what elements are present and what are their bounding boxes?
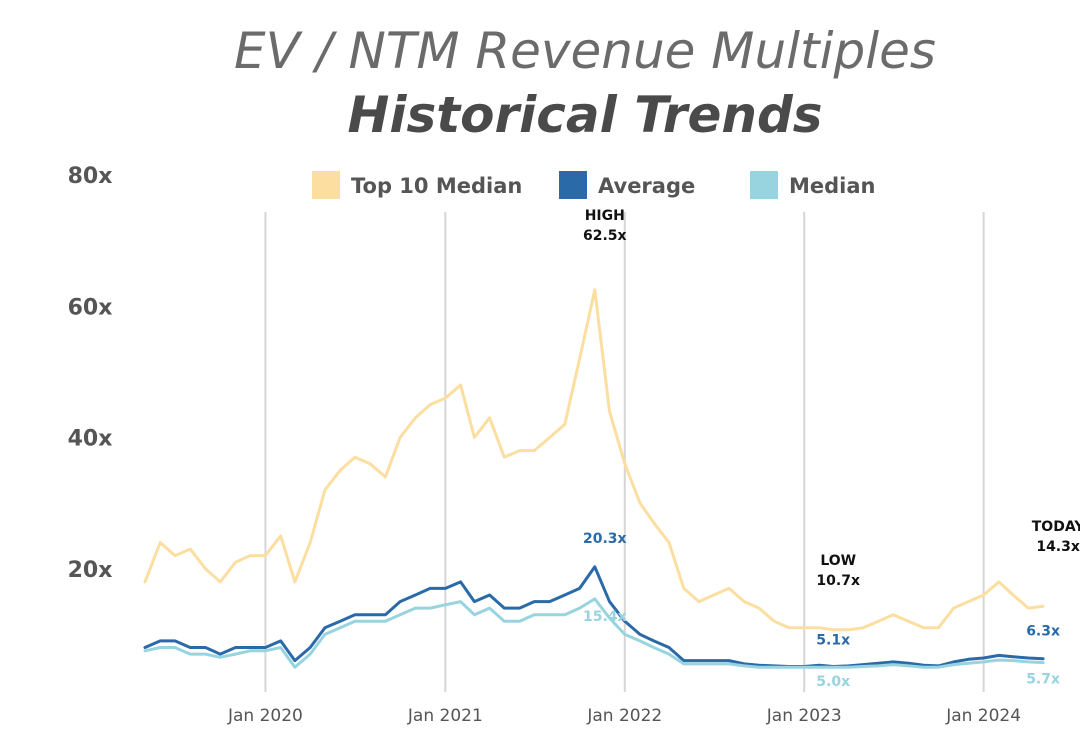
annotation-label: TODAY bbox=[1032, 519, 1080, 535]
x-gridlines bbox=[264, 212, 985, 692]
legend-label: Top 10 Median bbox=[351, 174, 522, 198]
y-tick-label: 40x bbox=[68, 427, 113, 452]
annotation-label: LOW bbox=[820, 553, 856, 569]
x-tick-label: Jan 2021 bbox=[407, 706, 483, 726]
annotation-label: 10.7x bbox=[816, 573, 860, 589]
annotation-label: 14.3x bbox=[1036, 539, 1080, 555]
x-tick-label: Jan 2022 bbox=[586, 706, 662, 726]
y-tick-label: 80x bbox=[68, 164, 113, 189]
chart-subtitle: Historical Trends bbox=[347, 86, 822, 144]
annotation-label: 15.4x bbox=[583, 609, 627, 625]
legend-label: Median bbox=[789, 174, 876, 198]
annotation-label: 5.7x bbox=[1026, 672, 1060, 688]
y-tick-label: 60x bbox=[68, 295, 113, 320]
legend-item-average: Average bbox=[559, 171, 695, 199]
annotation-label: HIGH bbox=[585, 208, 625, 224]
annotation-label: 5.0x bbox=[816, 674, 850, 690]
legend: Top 10 Median Average Median bbox=[312, 171, 876, 199]
annotation-label: 5.1x bbox=[816, 633, 850, 649]
y-tick-label: 20x bbox=[68, 558, 113, 583]
x-tick-label: Jan 2023 bbox=[766, 706, 842, 726]
series-line-median bbox=[143, 597, 1045, 669]
series-line-top-10-median bbox=[143, 288, 1045, 632]
legend-swatch bbox=[750, 171, 778, 199]
chart-title: EV / NTM Revenue Multiples bbox=[234, 22, 936, 80]
x-tick-label: Jan 2024 bbox=[945, 706, 1021, 726]
x-axis: Jan 2020 Jan 2021 Jan 2022 Jan 2023 Jan 2024 bbox=[227, 706, 1021, 726]
legend-label: Average bbox=[598, 174, 695, 198]
series-lines bbox=[143, 288, 1045, 669]
annotation-label: 20.3x bbox=[583, 531, 627, 547]
y-axis: 80x 60x 40x 20x bbox=[68, 164, 113, 583]
legend-item-median: Median bbox=[750, 171, 876, 199]
annotation-label: 62.5x bbox=[583, 228, 627, 244]
annotation-label: 6.3x bbox=[1026, 624, 1060, 640]
annotations: HIGH 62.5x 20.3x 15.4x LOW 10.7x 5.1x 5.0x TODAY… bbox=[583, 208, 1080, 690]
series-line-average bbox=[143, 565, 1045, 668]
legend-swatch bbox=[559, 171, 587, 199]
legend-item-top-10-median: Top 10 Median bbox=[312, 171, 522, 199]
legend-swatch bbox=[312, 171, 340, 199]
x-tick-label: Jan 2020 bbox=[227, 706, 303, 726]
